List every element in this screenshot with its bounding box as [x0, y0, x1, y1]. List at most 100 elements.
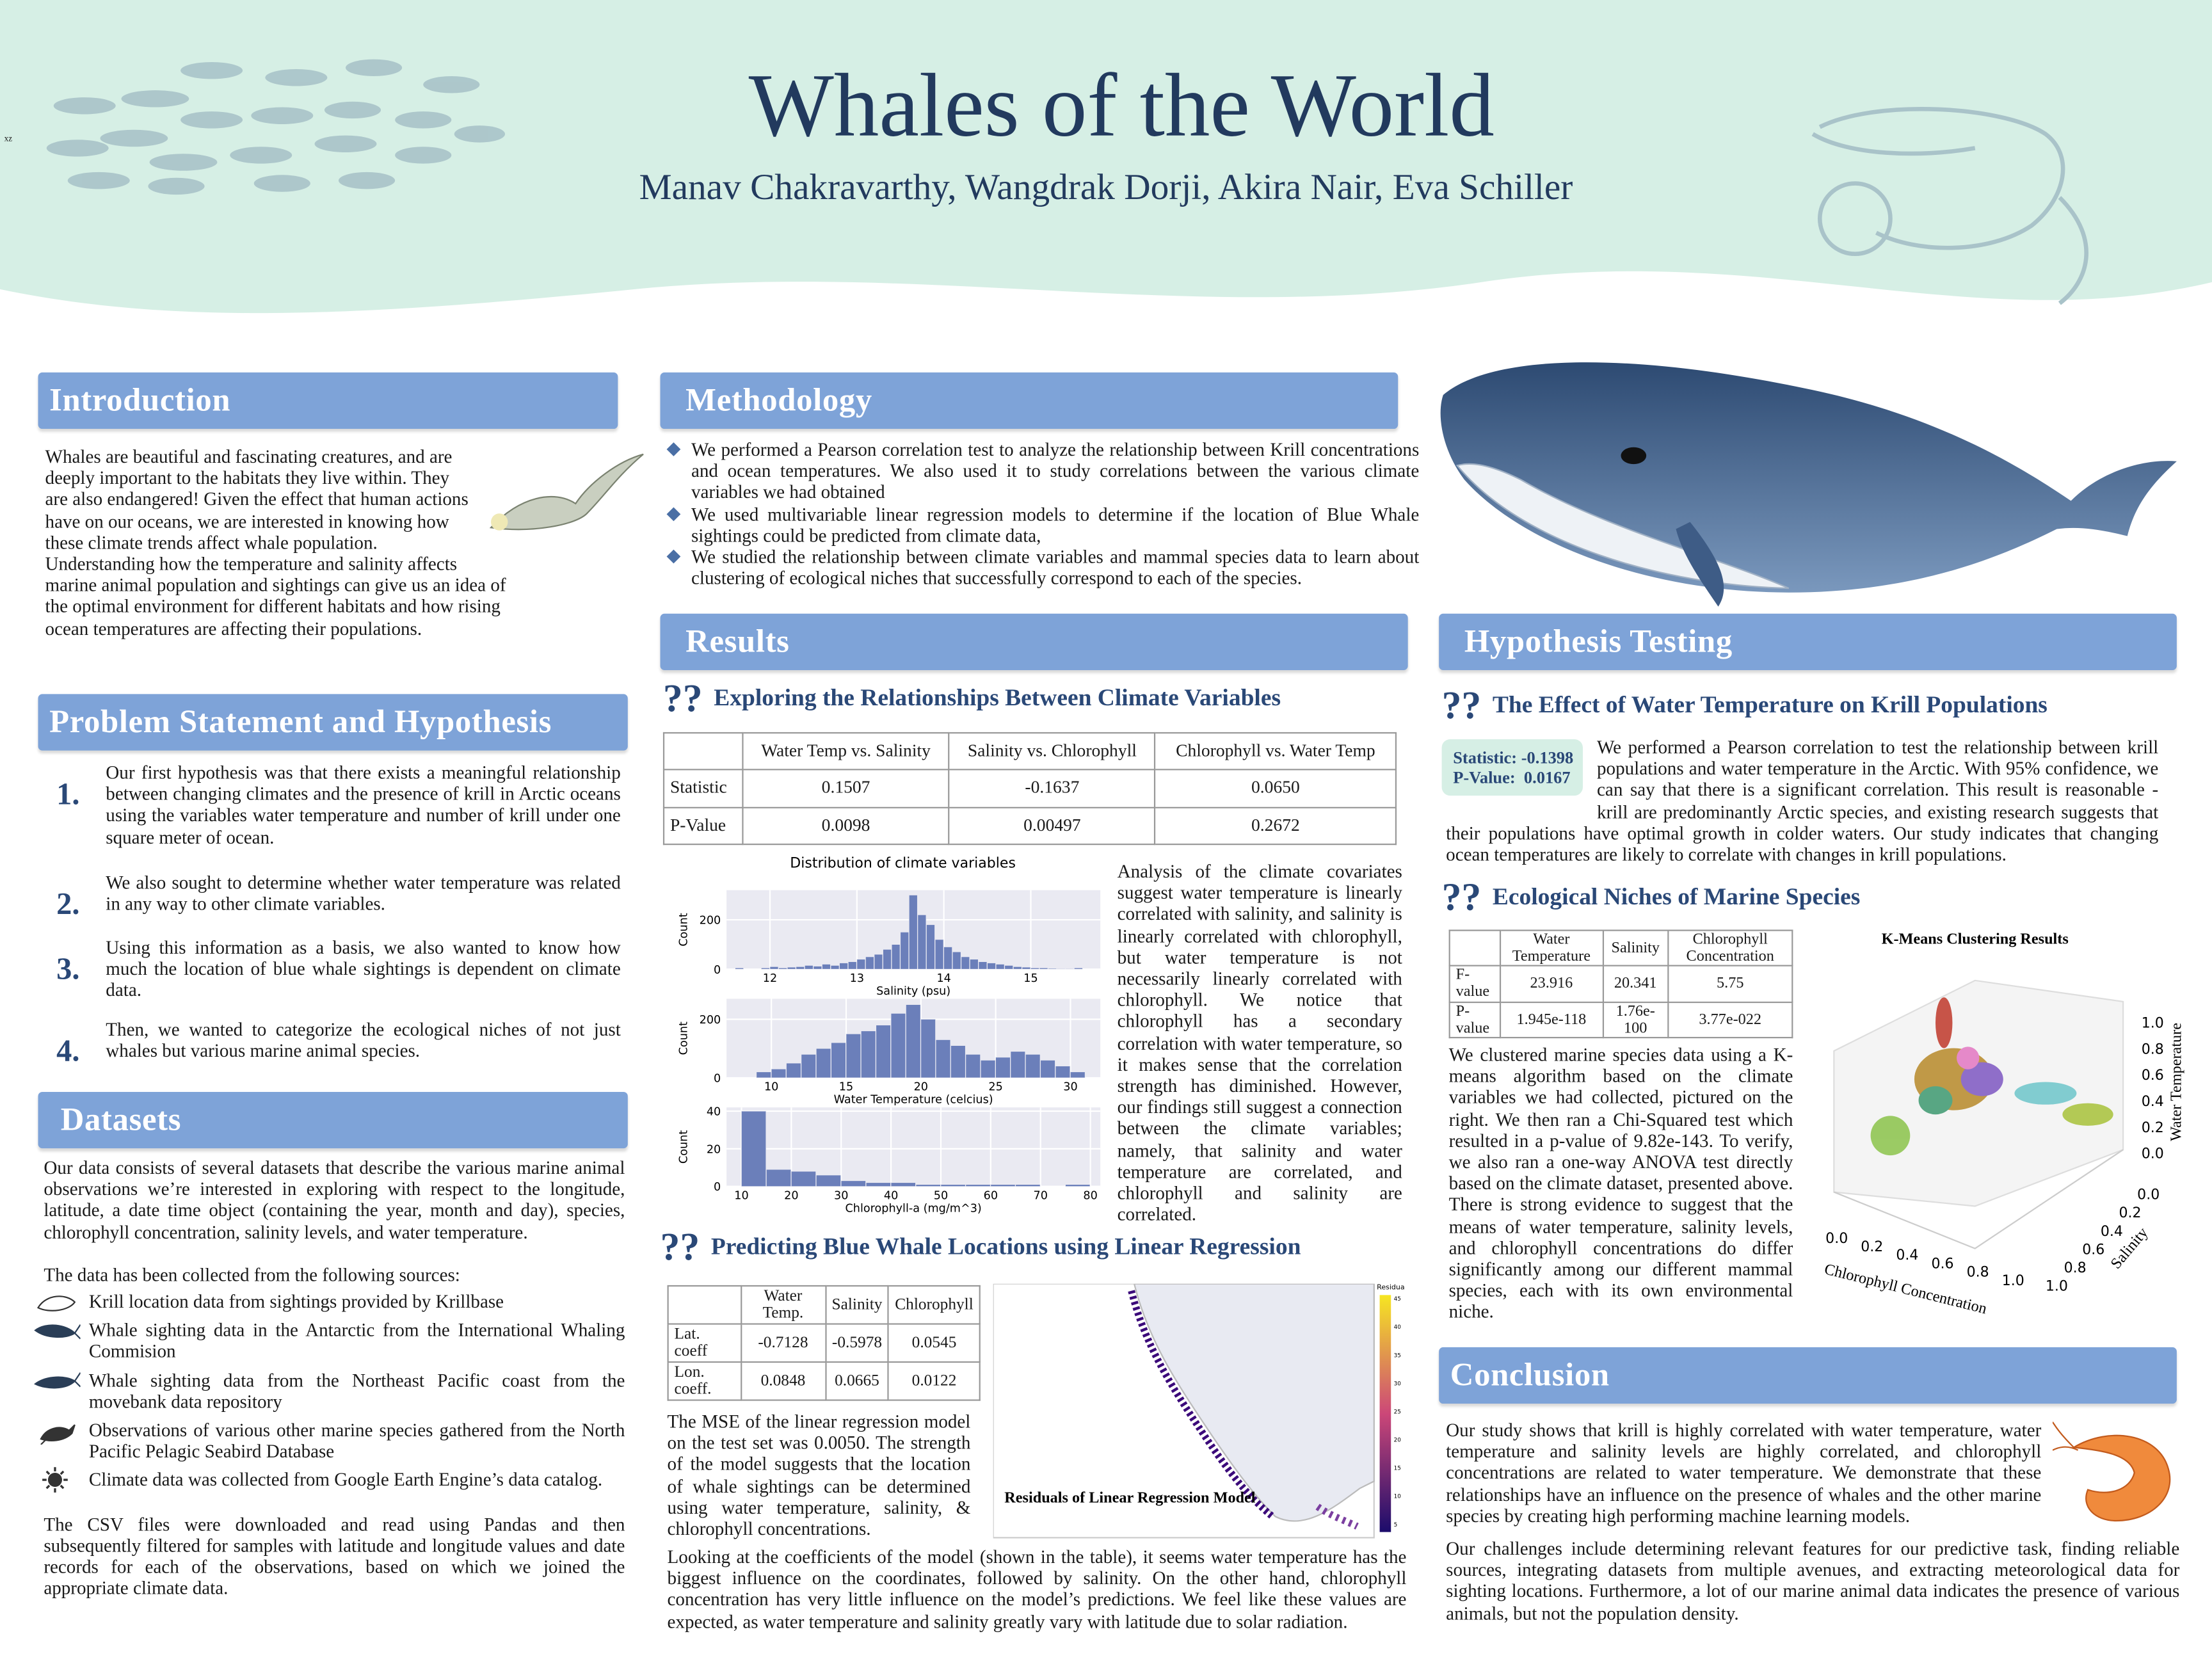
- colorbar-tick: 5: [1394, 1522, 1398, 1528]
- item-number: 1.: [56, 776, 80, 812]
- source-item: Whale sighting data in the Antarctic fro…: [34, 1319, 625, 1362]
- x-tick-label: 40: [884, 1189, 898, 1202]
- histogram-bar: [865, 956, 874, 970]
- histogram-bar: [990, 1184, 1016, 1187]
- histogram-bar: [815, 1174, 841, 1187]
- table-cell: F-value: [1448, 965, 1501, 1003]
- source-item: Climate data was collected from Google E…: [42, 1468, 625, 1493]
- item-number: 4.: [56, 1032, 80, 1068]
- table-header-cell: Water Temperature: [1499, 929, 1604, 967]
- source-text: Krill location data from sightings provi…: [88, 1290, 504, 1312]
- colorbar-tick: 25: [1394, 1409, 1401, 1415]
- source-text: Observations of various other marine spe…: [88, 1419, 625, 1462]
- table-header-cell: [1448, 929, 1501, 967]
- histogram-bar: [1010, 1051, 1026, 1078]
- z-tick-label: 0.2: [2142, 1120, 2164, 1136]
- table-cell: 0.00497: [948, 806, 1157, 846]
- table-cell: 1.945e-118: [1499, 1001, 1604, 1039]
- histogram-bar: [935, 1039, 951, 1078]
- coefficient-table: Water Temp. Salinity Chlorophyll Lat. coeff…: [667, 1285, 981, 1401]
- histogram-bar: [1040, 1060, 1055, 1078]
- histogram-bar: [856, 959, 866, 970]
- source-text: Whale sighting data in the Antarctic fro…: [88, 1319, 625, 1362]
- histogram-bar: [847, 961, 857, 970]
- source-item: Krill location data from sightings provi…: [36, 1290, 625, 1313]
- subheading-text: Predicting Blue Whale Locations using Li…: [710, 1233, 1301, 1260]
- anova-table: Water Temperature Salinity Chlorophyll Con…: [1448, 929, 1793, 1039]
- title: Whales of the World: [748, 54, 1495, 156]
- x-tick-label: 0.0: [1825, 1231, 1848, 1247]
- histogram-bar: [1030, 967, 1039, 970]
- table-header-cell: Salinity: [1602, 929, 1669, 967]
- table-cell: 5.75: [1667, 965, 1793, 1003]
- problem-item: 3. Using this information as a basis, we …: [42, 937, 621, 1002]
- z-axis-label: Water Temperature: [2168, 1023, 2185, 1141]
- histogram-bar: [950, 1045, 966, 1078]
- colorbar-label: Residuals: [1377, 1284, 1405, 1292]
- histogram-bar: [883, 949, 892, 970]
- histogram-bar: [801, 1054, 816, 1078]
- conclusion-p1: Our study shows that krill is highly cor…: [1446, 1419, 2042, 1527]
- x-tick-label: 0.2: [1861, 1239, 1883, 1255]
- histogram-bar: [1004, 965, 1014, 970]
- histogram-bar: [926, 924, 935, 970]
- section-heading: Datasets: [38, 1091, 628, 1149]
- conclusion-body: Our study shows that krill is highly cor…: [1446, 1419, 2179, 1623]
- table-cell: 3.77e-022: [1667, 1001, 1793, 1039]
- y-tick-label: 0: [714, 964, 721, 977]
- source-icon: [34, 1372, 81, 1388]
- intro-text: Whales are beautiful and fascinating cre…: [45, 445, 644, 639]
- coefficient-text: Looking at the coefficients of the model…: [667, 1546, 1407, 1632]
- x-tick-label: 13: [850, 972, 864, 985]
- histogram-bar: [1074, 967, 1083, 970]
- table-cell: 0.2672: [1154, 806, 1397, 846]
- method-bullet: We studied the relationship between clim…: [691, 546, 1420, 589]
- sources-intro: The data has been collected from the fol…: [44, 1263, 460, 1285]
- table-cell: P-value: [1448, 1001, 1501, 1039]
- histogram-bar: [831, 1042, 846, 1078]
- source-icon: [40, 1424, 76, 1445]
- y-tick-label: 1.0: [2046, 1279, 2068, 1295]
- histogram-bar: [735, 967, 744, 970]
- kmeans-title: K-Means Clustering Results: [1882, 931, 2069, 948]
- krill-paragraph: We performed a Pearson correlation to te…: [1446, 736, 2159, 865]
- table-row: Lon. coeff. 0.0848 0.0665 0.0122: [667, 1361, 981, 1401]
- item-text: We also sought to determine whether wate…: [106, 872, 621, 915]
- whale-illustration: [1440, 362, 2177, 607]
- x-axis-label: Chlorophyll Concentration: [1823, 1260, 1989, 1317]
- histogram-bar: [940, 1184, 966, 1187]
- histogram-bar: [830, 965, 840, 970]
- section-heading: Conclusion: [1439, 1347, 2177, 1404]
- method-bullet: We performed a Pearson correlation test …: [691, 438, 1420, 503]
- conclusion-p2: Our challenges include determining relev…: [1446, 1537, 2180, 1624]
- analysis-text: Analysis of the climate covariates sugge…: [1117, 860, 1402, 1225]
- icon: ??: [1441, 876, 1482, 920]
- section-heading: Introduction: [38, 372, 618, 429]
- bird-illustration: [489, 453, 644, 531]
- source-text: Whale sighting data from the Northeast P…: [88, 1369, 625, 1412]
- histogram-bar: [890, 1013, 906, 1078]
- stat-line: Statistic: -0.1398: [1453, 748, 1574, 768]
- table-cell: -0.5978: [824, 1323, 890, 1363]
- y-tick-label: 0: [714, 1181, 721, 1194]
- x-axis-label: Water Temperature (celcius): [834, 1094, 993, 1107]
- histogram-bar: [978, 961, 988, 970]
- source-item: Observations of various other marine spe…: [40, 1419, 625, 1462]
- colorbar-tick: 40: [1394, 1324, 1402, 1331]
- subheading-text: Ecological Niches of Marine Species: [1492, 883, 1861, 910]
- subheading: ?? Exploring the Relationships Between Cl…: [663, 677, 1281, 723]
- z-tick-label: 0.6: [2142, 1068, 2164, 1084]
- histogram-bar: [980, 1060, 996, 1078]
- x-tick-label: 30: [1063, 1081, 1077, 1094]
- histogram-bar: [813, 966, 822, 970]
- krill-text: Statistic: -0.1398 P-Value: 0.0167 We per…: [1441, 736, 2159, 865]
- mse-text: The MSE of the linear regression model o…: [667, 1411, 971, 1539]
- z-tick-label: 0.4: [2142, 1094, 2164, 1110]
- histogram-bar: [840, 1180, 866, 1187]
- item-text: Our first hypothesis was that there exis…: [106, 762, 621, 847]
- table-header-cell: Chlorophyll: [888, 1285, 981, 1325]
- histogram-bar: [915, 1184, 941, 1187]
- x-tick-label: 50: [934, 1189, 948, 1202]
- table-row: Lat. coeff -0.7128 -0.5978 0.0545: [667, 1323, 981, 1363]
- datasets-closing: The CSV files were downloaded and read u…: [44, 1513, 625, 1599]
